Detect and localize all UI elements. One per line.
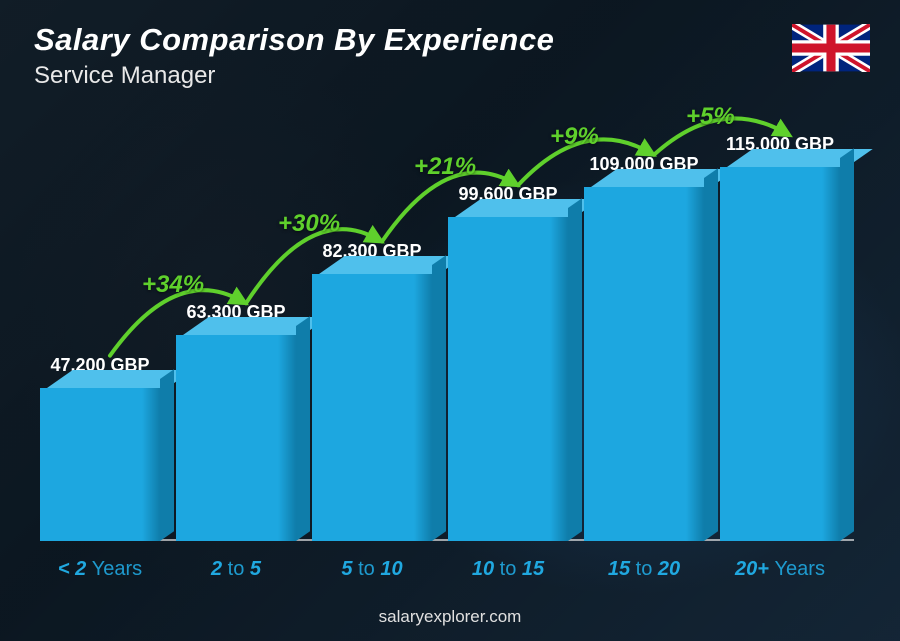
chart-title: Salary Comparison By Experience bbox=[34, 22, 866, 58]
chart-container: Salary Comparison By Experience Service … bbox=[0, 0, 900, 641]
x-label-1: 2 to 5 bbox=[176, 558, 296, 581]
delta-label-1: +30% bbox=[278, 210, 340, 238]
delta-label-4: +5% bbox=[686, 103, 735, 131]
bar-2: 82,300 GBP bbox=[312, 241, 432, 541]
bar-3: 99,600 GBP bbox=[448, 184, 568, 541]
x-label-0: < 2 Years bbox=[40, 558, 160, 581]
delta-label-3: +9% bbox=[550, 123, 599, 151]
x-label-2: 5 to 10 bbox=[312, 558, 432, 581]
x-axis-labels: < 2 Years 2 to 5 5 to 10 10 to 15 15 to 20 20… bbox=[40, 558, 840, 581]
bar-1: 63,300 GBP bbox=[176, 302, 296, 541]
bar-4: 109,000 GBP bbox=[584, 154, 704, 541]
bar-shape bbox=[448, 217, 568, 541]
x-label-4: 15 to 20 bbox=[584, 558, 704, 581]
bar-shape bbox=[40, 388, 160, 541]
footer-credit: salaryexplorer.com bbox=[0, 607, 900, 627]
bar-5: 115,000 GBP bbox=[720, 134, 840, 541]
x-label-3: 10 to 15 bbox=[448, 558, 568, 581]
header: Salary Comparison By Experience Service … bbox=[34, 22, 866, 90]
delta-label-2: +21% bbox=[414, 153, 476, 181]
bar-shape bbox=[176, 335, 296, 541]
delta-label-0: +34% bbox=[142, 271, 204, 299]
chart-subtitle: Service Manager bbox=[34, 62, 866, 90]
x-label-5: 20+ Years bbox=[720, 558, 840, 581]
bar-0: 47,200 GBP bbox=[40, 355, 160, 541]
bar-shape bbox=[720, 167, 840, 541]
bar-shape bbox=[312, 274, 432, 541]
uk-flag-icon bbox=[792, 24, 870, 72]
bar-shape bbox=[584, 187, 704, 541]
chart-area: 47,200 GBP63,300 GBP82,300 GBP99,600 GBP… bbox=[40, 111, 840, 581]
